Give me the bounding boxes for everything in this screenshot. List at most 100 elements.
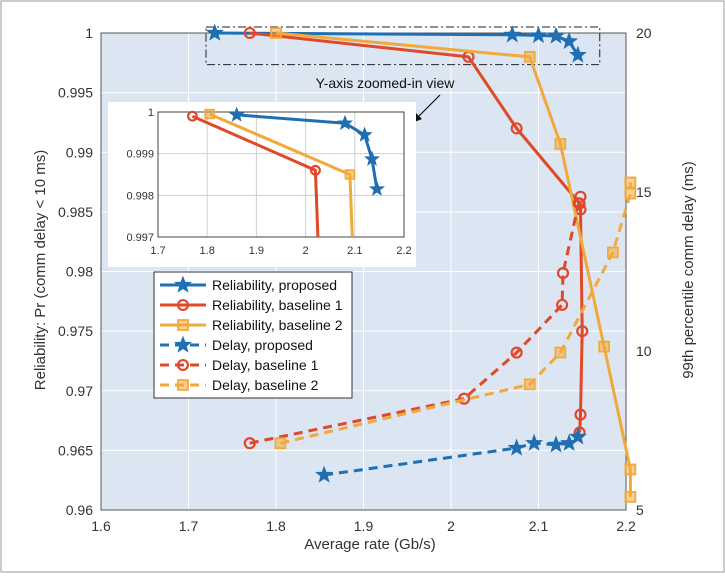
inset-y-tick-label: 0.998: [126, 190, 154, 202]
y-left-tick-label: 0.99: [66, 144, 93, 160]
zoom-box: [205, 26, 601, 66]
data-point: [525, 433, 544, 451]
y-left-tick-label: 0.965: [58, 442, 93, 458]
inset-y-tick-label: 1: [148, 107, 154, 119]
series-reliability-baseline-2: [270, 27, 637, 503]
x-axis-label: Average rate (Gb/s): [304, 536, 435, 553]
data-point: [529, 25, 548, 44]
legend-item: Reliability, proposed: [160, 275, 337, 293]
data-point: [598, 340, 610, 353]
inset-series-proposed: [228, 106, 385, 196]
inset-data-point: [344, 169, 356, 180]
y-axis-right-label: 99th percentile comm delay (ms): [680, 161, 697, 379]
legend-label: Delay, baseline 1: [212, 357, 319, 373]
data-point: [574, 408, 587, 421]
data-point: [568, 427, 587, 445]
legend-marker: [174, 275, 192, 293]
inset-plot-area: [158, 112, 404, 237]
x-tick-label: 1.7: [179, 518, 199, 534]
inset-series-baseline1: [187, 110, 321, 238]
data-point: [315, 465, 334, 483]
data-point: [556, 298, 569, 311]
inset-x-tick-label: 1.7: [150, 245, 165, 257]
data-point: [510, 122, 523, 135]
inset-data-point: [204, 108, 215, 120]
legend-item: Reliability, baseline 1: [160, 297, 343, 313]
data-point: [554, 138, 567, 150]
x-tick-label: 2.2: [616, 518, 636, 534]
series-reliability-proposed: [205, 23, 587, 63]
data-point: [568, 45, 587, 63]
data-point: [624, 187, 637, 200]
data-point: [607, 246, 619, 259]
legend-label: Reliability, proposed: [212, 277, 337, 293]
data-point: [243, 437, 256, 450]
inset-data-point: [356, 126, 373, 142]
series-line: [280, 182, 632, 445]
legend-marker: [177, 319, 189, 331]
series-delay-baseline-1: [243, 190, 587, 450]
data-point: [507, 438, 526, 456]
inset-data-point: [310, 164, 321, 176]
inset-x-tick-label: 2.2: [396, 245, 411, 257]
y-right-tick-label: 10: [636, 343, 652, 359]
inset-data-point: [187, 110, 198, 122]
legend-item: Delay, proposed: [160, 335, 313, 353]
inset-x-tick-label: 2.1: [347, 245, 362, 257]
y-right-tick-label: 5: [636, 502, 644, 518]
inset-data-point: [336, 114, 353, 131]
legend-label: Reliability, baseline 2: [212, 317, 343, 333]
y-left-tick-label: 0.995: [58, 85, 93, 101]
legend-marker: [176, 358, 190, 372]
y-left-tick-label: 0.97: [66, 383, 93, 399]
series-delay-baseline-2: [274, 176, 637, 450]
series-line: [249, 196, 582, 445]
data-point: [274, 437, 287, 450]
inset-plot: 1.7 1.8 1.9 2 2.1 2.2 0.997 0.998 0.999 1: [108, 102, 416, 267]
data-point: [270, 27, 282, 39]
data-point: [624, 176, 637, 189]
inset-series-line: [191, 114, 320, 238]
legend-item: Delay, baseline 2: [160, 377, 319, 393]
legend-marker: [174, 335, 192, 353]
data-point: [554, 346, 567, 359]
data-point: [503, 25, 522, 43]
data-point: [458, 392, 471, 405]
x-tick-label: 1.8: [266, 518, 286, 534]
y-left-tick-label: 0.985: [58, 204, 93, 220]
data-point: [624, 463, 637, 476]
legend-marker: [176, 298, 190, 312]
legend: Reliability, proposed Reliability, baseli…: [153, 271, 353, 399]
data-point: [205, 23, 224, 41]
data-point: [576, 325, 589, 338]
y-left-tick-label: 0.96: [66, 502, 93, 518]
legend-label: Delay, baseline 2: [212, 377, 319, 393]
zoom-annotation: Y-axis zoomed-in view: [316, 75, 456, 91]
y-right-tick-label: 20: [636, 25, 652, 41]
legend-label: Reliability, baseline 1: [212, 297, 343, 313]
series-delay-proposed: [315, 427, 587, 483]
legend-item: Reliability, baseline 2: [160, 317, 343, 333]
data-point: [523, 50, 536, 63]
data-point: [510, 346, 523, 359]
inset-y-tick-label: 0.997: [126, 232, 154, 244]
y-left-tick-label: 0.98: [66, 264, 93, 280]
main-plot: 1.6 1.7 1.8 1.9 2 2.1 2.2 0.96 0.965 0.97 0.975 0.9…: [58, 23, 652, 534]
data-point: [572, 197, 585, 210]
y-right-tick-label: 15: [636, 184, 652, 200]
data-point: [574, 190, 587, 203]
x-tick-label: 2.1: [529, 518, 549, 534]
data-point: [560, 31, 579, 49]
y-axis-left-label: Reliability: Pr (comm delay < 10 ms): [32, 150, 49, 390]
inset-x-tick-label: 1.9: [249, 245, 264, 257]
arrow-shaft: [414, 94, 441, 121]
data-point: [547, 435, 565, 453]
x-tick-label: 1.6: [91, 518, 111, 534]
legend-label: Delay, proposed: [212, 337, 313, 353]
legend-item: Delay, baseline 1: [160, 357, 319, 373]
x-tick-label: 1.9: [354, 518, 374, 534]
inset-y-tick-label: 0.999: [126, 149, 154, 161]
inset-series-baseline2: [204, 108, 356, 238]
